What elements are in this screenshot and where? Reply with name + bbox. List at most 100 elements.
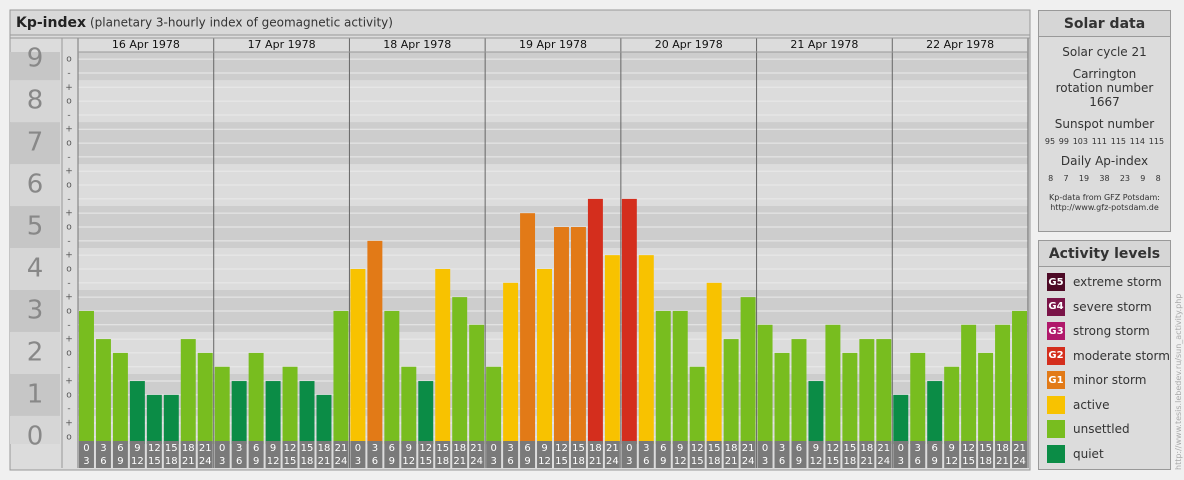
hour-box: [961, 441, 977, 468]
y-label-band: [10, 80, 60, 123]
bar: [112, 352, 128, 444]
level-label: active: [1073, 397, 1110, 412]
hour-label: 24: [470, 456, 483, 467]
bar: [503, 282, 519, 444]
level-item: G5 extreme storm: [1039, 270, 1170, 295]
hour-box: [316, 441, 332, 468]
levels-list: G5 extreme storm G4 severe storm G3 strong st…: [1039, 267, 1170, 466]
hour-label: 15: [572, 443, 585, 454]
bar: [384, 310, 400, 444]
bar: [893, 394, 909, 444]
hour-label: 21: [742, 443, 755, 454]
y-tick-label: 0: [27, 421, 44, 451]
hour-box: [180, 441, 196, 468]
hour-label: 6: [236, 456, 242, 467]
minor-tick-label: -: [67, 194, 70, 204]
minor-tick-label: o: [66, 181, 72, 191]
hour-label: 0: [83, 443, 89, 454]
hour-label: 21: [470, 443, 483, 454]
hour-box: [350, 441, 366, 468]
minor-tick-label: o: [66, 306, 72, 316]
hour-box: [672, 441, 688, 468]
hour-label: 6: [100, 456, 106, 467]
hour-label: 24: [335, 456, 348, 467]
minor-tick-label: +: [65, 83, 73, 93]
minor-tick-label: +: [65, 293, 73, 303]
source: Kp-data from GFZ Potsdam: http://www.gfz-…: [1039, 193, 1170, 213]
bar: [401, 366, 417, 444]
bar: [961, 324, 977, 444]
hour-label: 12: [284, 443, 297, 454]
level-item: unsettled: [1039, 417, 1170, 442]
bar: [520, 213, 536, 444]
bar: [927, 381, 943, 444]
hour-label: 3: [236, 443, 242, 454]
hour-label: 18: [725, 443, 738, 454]
level-swatch: [1047, 444, 1065, 463]
hour-box: [333, 441, 349, 468]
minor-tick-label: o: [66, 348, 72, 358]
bar: [825, 324, 841, 444]
date-label: 21 Apr 1978: [790, 38, 858, 51]
date-label: 19 Apr 1978: [519, 38, 587, 51]
hour-box: [95, 441, 111, 468]
level-label: quiet: [1073, 446, 1104, 461]
hour-label: 6: [372, 456, 378, 467]
carrington: Carrington rotation number 1667: [1055, 67, 1154, 109]
hour-label: 6: [643, 456, 649, 467]
bar: [876, 339, 892, 444]
sunspot-number: 103: [1072, 137, 1088, 146]
bar: [570, 227, 586, 444]
hour-box: [995, 441, 1011, 468]
y-tick-label: 1: [27, 379, 44, 409]
y-tick-label: 8: [27, 86, 44, 116]
hour-label: 0: [898, 443, 904, 454]
bar: [316, 394, 332, 444]
hour-box: [452, 441, 468, 468]
level-label: moderate storm: [1073, 348, 1170, 363]
minor-tick-label: +: [65, 335, 73, 345]
hour-box: [740, 441, 756, 468]
hour-label: 12: [827, 443, 840, 454]
bar: [604, 255, 620, 444]
hour-label: 3: [100, 443, 106, 454]
sunspot-number: 115: [1148, 137, 1165, 146]
hour-label: 9: [660, 456, 666, 467]
bar: [859, 339, 875, 444]
date-label: 17 Apr 1978: [248, 38, 316, 51]
hour-label: 9: [406, 443, 412, 454]
y-label-band: [10, 331, 60, 374]
hour-label: 12: [674, 456, 687, 467]
hour-label: 3: [219, 456, 225, 467]
hour-box: [163, 441, 179, 468]
bar: [265, 381, 281, 444]
hour-box: [927, 441, 943, 468]
minor-tick-label: o: [66, 97, 72, 107]
minor-tick-label: +: [65, 419, 73, 429]
hour-label: 12: [419, 443, 432, 454]
hour-label: 6: [779, 456, 785, 467]
hour-box: [893, 441, 909, 468]
hour-label: 12: [402, 456, 415, 467]
hour-label: 15: [962, 456, 975, 467]
level-item: G1 minor storm: [1039, 368, 1170, 393]
y-tick-label: 7: [27, 128, 44, 158]
minor-tick-label: -: [67, 320, 70, 330]
hour-label: 18: [844, 456, 857, 467]
hour-label: 0: [490, 443, 496, 454]
hour-label: 3: [626, 456, 632, 467]
minor-tick-label: o: [66, 55, 72, 65]
hour-label: 6: [796, 443, 802, 454]
hour-box: [435, 441, 451, 468]
level-item: G4 severe storm: [1039, 295, 1170, 320]
ap-index: 7: [1063, 174, 1069, 183]
bar: [146, 394, 162, 444]
hour-label: 12: [538, 456, 551, 467]
hour-label: 18: [436, 456, 449, 467]
bar: [197, 352, 213, 444]
hour-label: 21: [877, 443, 890, 454]
minor-tick-label: +: [65, 209, 73, 219]
y-tick-label: 9: [27, 44, 44, 74]
level-swatch: G2: [1047, 346, 1065, 365]
hour-box: [537, 441, 552, 468]
